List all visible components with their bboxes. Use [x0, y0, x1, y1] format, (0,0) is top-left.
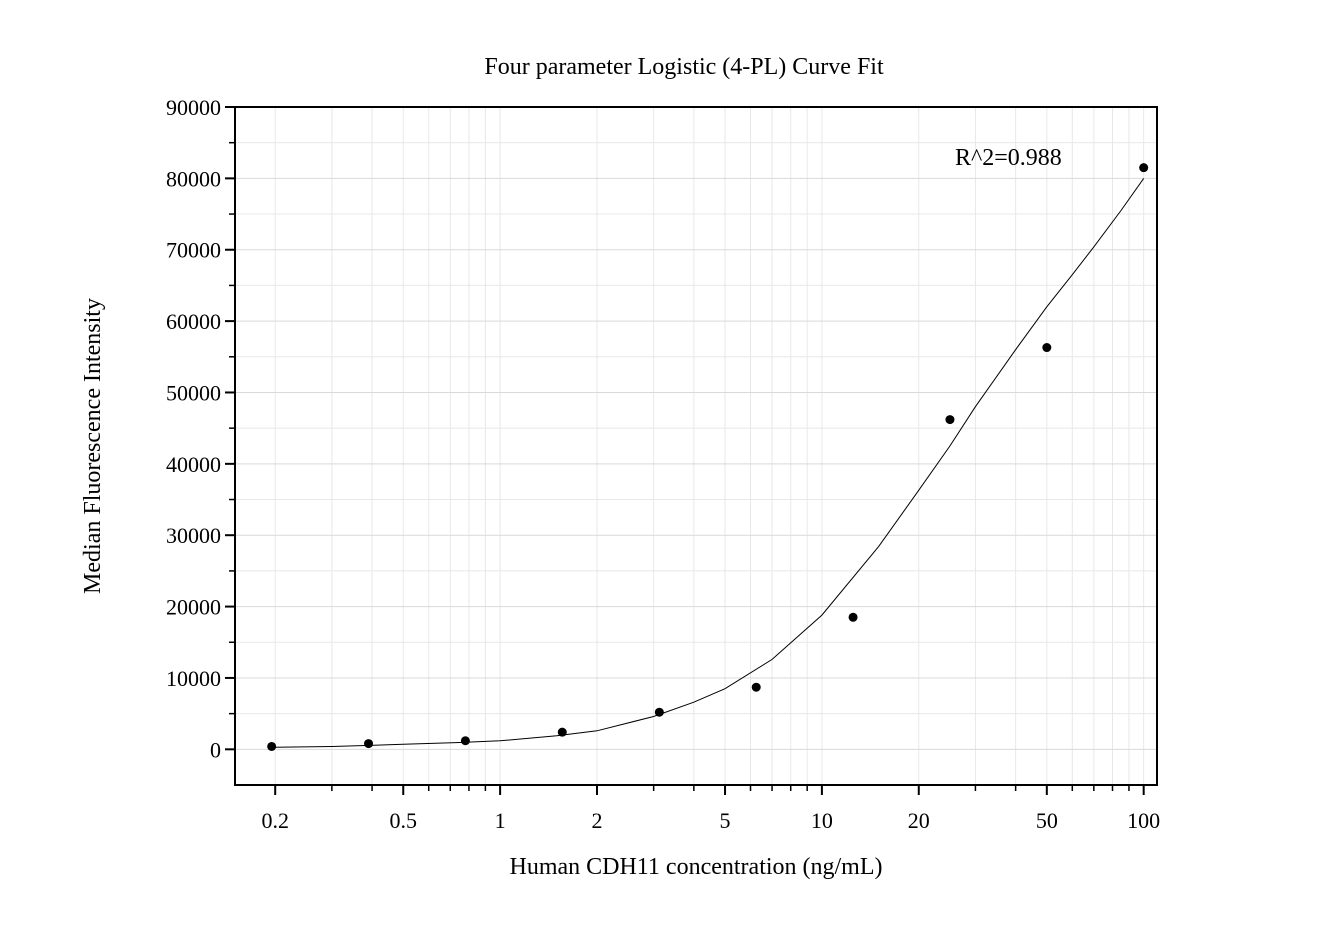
grid-layer	[235, 106, 1157, 785]
data-point	[945, 415, 955, 425]
x-tick-label: 5	[720, 808, 731, 833]
x-axis-label: Human CDH11 concentration (ng/mL)	[509, 854, 882, 880]
y-tick-label: 60000	[166, 309, 221, 334]
y-tick-label: 20000	[166, 595, 221, 620]
point-layer	[267, 163, 1149, 751]
y-tick-label: 80000	[166, 166, 221, 191]
chart-title: Four parameter Logistic (4-PL) Curve Fit	[484, 54, 884, 80]
x-tick-label: 1	[495, 808, 506, 833]
x-tick-label: 0.5	[390, 808, 418, 833]
y-tick-label: 40000	[166, 452, 221, 477]
data-point	[1139, 163, 1149, 173]
tick-layer: 0 10000 20000 30000 40000 50000 60000 70000 8000…	[166, 95, 1160, 833]
data-point	[557, 727, 567, 737]
plot-frame	[234, 106, 1158, 786]
y-tick-label: 70000	[166, 238, 221, 263]
y-tick-label: 90000	[166, 95, 221, 120]
x-tick-label: 20	[908, 808, 930, 833]
data-point	[364, 739, 374, 749]
data-point	[654, 707, 664, 717]
fit-curve-line	[275, 178, 1145, 748]
y-tick-label: 50000	[166, 380, 221, 405]
data-point	[267, 741, 277, 751]
x-tick-label: 2	[591, 808, 602, 833]
x-tick-label: 100	[1127, 808, 1160, 833]
data-point	[848, 612, 858, 622]
data-point	[460, 736, 470, 746]
y-axis-label: Median Fluorescence Intensity	[80, 298, 106, 594]
y-tick-label: 10000	[166, 666, 221, 691]
data-point	[751, 682, 761, 692]
x-tick-label: 50	[1036, 808, 1058, 833]
curve-layer	[275, 178, 1145, 748]
y-tick-label: 30000	[166, 523, 221, 548]
data-point	[1042, 343, 1052, 353]
r-squared-annotation: R^2=0.988	[955, 145, 1062, 171]
x-tick-label: 0.2	[261, 808, 289, 833]
y-tick-label: 0	[210, 737, 221, 762]
x-tick-label: 10	[811, 808, 833, 833]
